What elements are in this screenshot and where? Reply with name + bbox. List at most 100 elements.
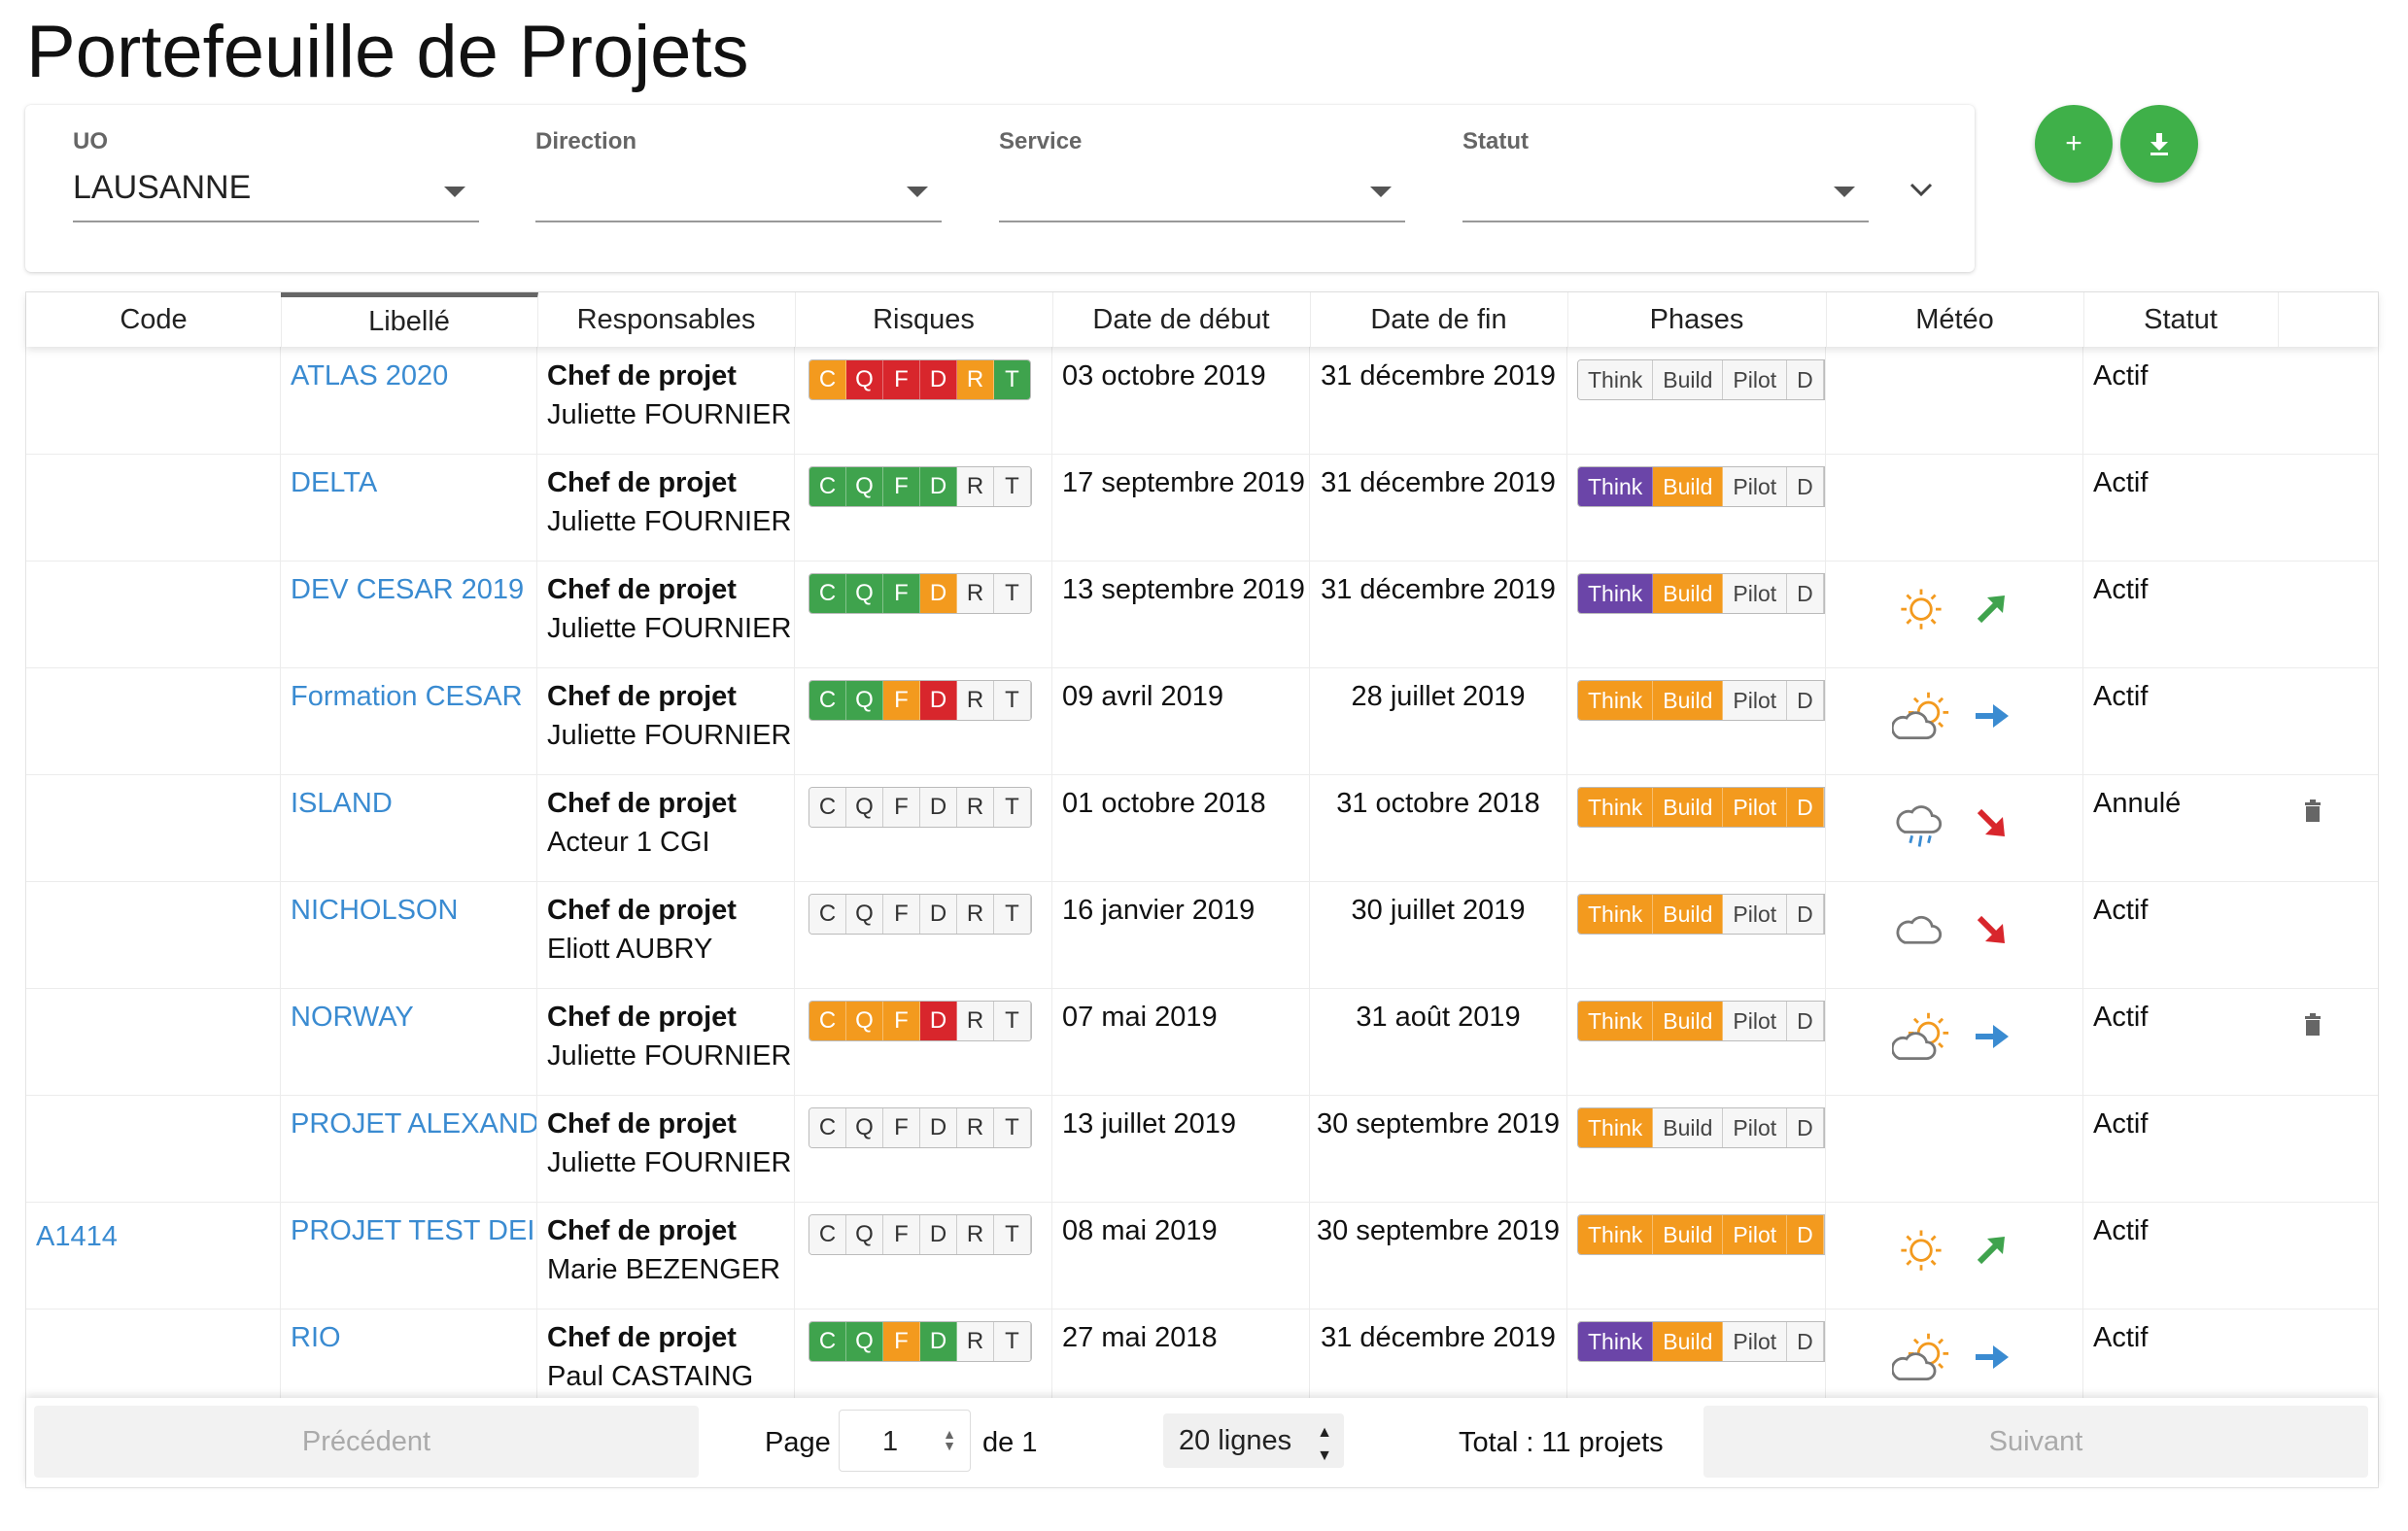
caret-down-icon[interactable] <box>444 187 465 197</box>
column-header-libelle[interactable]: Libellé <box>281 292 538 347</box>
table-row[interactable]: NORWAY Chef de projet Juliette FOURNIER C Q F… <box>26 988 2378 1096</box>
responsable-name: Acteur 1 CGI <box>547 827 710 858</box>
phase-badge: Pilot <box>1723 467 1788 506</box>
risk-badge: T <box>994 895 1031 934</box>
phase-badge: Pilot <box>1723 1108 1788 1147</box>
download-button[interactable] <box>2120 105 2198 183</box>
risk-badge: C <box>809 574 846 613</box>
end-date: 28 juillet 2019 <box>1351 681 1526 712</box>
column-header-date-debut[interactable]: Date de début <box>1052 292 1311 347</box>
project-name-link[interactable]: PROJET TEST DEIN <box>291 1215 537 1246</box>
pagination-bar: Précédent Page 1 ▲ ▼ de 1 20 lignes ▲ ▼ To… <box>26 1398 2378 1487</box>
filter-label: Direction <box>535 128 637 154</box>
phase-badges: Think Build Pilot D <box>1577 894 1825 935</box>
status-text: Actif <box>2093 574 2149 605</box>
phase-badge: Think <box>1578 574 1654 613</box>
project-name-link[interactable]: ATLAS 2020 <box>291 360 449 391</box>
phase-badge: Pilot <box>1723 1002 1788 1040</box>
table-row[interactable]: DELTA Chef de projet Juliette FOURNIER C Q F D… <box>26 454 2378 561</box>
previous-button[interactable]: Précédent <box>34 1406 699 1478</box>
caret-down-icon[interactable] <box>1370 187 1392 197</box>
caret-down-icon[interactable] <box>907 187 928 197</box>
responsable-role: Chef de projet <box>547 1002 737 1033</box>
column-header-meteo[interactable]: Météo <box>1826 292 2084 347</box>
risk-badge: R <box>957 788 994 827</box>
phase-badge: Think <box>1578 788 1654 827</box>
table-row[interactable]: PROJET ALEXANDI Chef de projet Juliette FO… <box>26 1095 2378 1203</box>
trend-down-arrow-icon <box>1972 803 2011 842</box>
risk-badge: Q <box>846 1322 883 1361</box>
rain-cloud-icon <box>1892 796 1950 854</box>
project-name-link[interactable]: ISLAND <box>291 788 393 819</box>
table-row[interactable]: ISLAND Chef de projet Acteur 1 CGI C Q F D R T 01… <box>26 774 2378 882</box>
risk-badge: D <box>920 1215 957 1254</box>
project-name-link[interactable]: NORWAY <box>291 1002 414 1033</box>
page-number-input[interactable]: 1 ▲ ▼ <box>839 1410 971 1472</box>
risk-badge: F <box>883 1108 920 1147</box>
next-button[interactable]: Suivant <box>1703 1406 2368 1478</box>
project-name-link[interactable]: DEV CESAR 2019 <box>291 574 525 605</box>
project-name-link[interactable]: NICHOLSON <box>291 895 459 926</box>
phase-badge: D <box>1787 467 1824 506</box>
risk-badge: R <box>957 574 994 613</box>
start-date: 07 mai 2019 <box>1062 1002 1218 1033</box>
stepper-icon[interactable]: ▲ ▼ <box>943 1426 956 1453</box>
project-name-link[interactable]: Formation CESAR <box>291 681 523 712</box>
risk-badge: D <box>920 360 957 399</box>
sun-icon <box>1892 582 1950 640</box>
risk-badge: Q <box>846 895 883 934</box>
table-row[interactable]: NICHOLSON Chef de projet Eliott AUBRY C Q F D R… <box>26 881 2378 989</box>
filter-uo[interactable]: UO LAUSANNE <box>73 105 479 272</box>
responsable-name: Marie BEZENGER <box>547 1254 781 1285</box>
trash-icon[interactable] <box>2303 800 2322 823</box>
responsable-role: Chef de projet <box>547 574 737 605</box>
column-header-code[interactable]: Code <box>26 292 282 347</box>
filter-service[interactable]: Service <box>999 105 1405 272</box>
table-row[interactable]: Formation CESAR Chef de projet Juliette FO… <box>26 667 2378 775</box>
column-header-date-fin[interactable]: Date de fin <box>1310 292 1568 347</box>
phase-badges: Think Build Pilot D <box>1577 1321 1825 1362</box>
phase-badges: Think Build Pilot D <box>1577 466 1825 507</box>
caret-down-icon[interactable] <box>1834 187 1855 197</box>
add-project-button[interactable]: + <box>2035 105 2113 183</box>
rows-per-page-value: 20 lignes <box>1179 1425 1292 1456</box>
project-code-link[interactable]: A1414 <box>36 1221 118 1252</box>
filter-statut[interactable]: Statut <box>1462 105 1869 272</box>
project-name-link[interactable]: RIO <box>291 1322 341 1353</box>
phase-badge: Build <box>1653 574 1724 613</box>
responsable-name: Juliette FOURNIER <box>547 613 792 644</box>
responsable-name: Juliette FOURNIER <box>547 720 792 751</box>
end-date: 30 juillet 2019 <box>1351 895 1526 926</box>
responsable-role: Chef de projet <box>547 1215 737 1246</box>
filter-direction[interactable]: Direction <box>535 105 942 272</box>
column-header-phases[interactable]: Phases <box>1567 292 1827 347</box>
responsable-role: Chef de projet <box>547 788 737 819</box>
start-date: 13 juillet 2019 <box>1062 1108 1236 1140</box>
filter-label: Service <box>999 128 1083 154</box>
table-row[interactable]: DEV CESAR 2019 Chef de projet Juliette FOU… <box>26 561 2378 668</box>
status-text: Actif <box>2093 1215 2149 1246</box>
risk-badge: Q <box>846 1108 883 1147</box>
trash-icon[interactable] <box>2303 1013 2322 1037</box>
table-row[interactable]: ATLAS 2020 Chef de projet Juliette FOURNIE… <box>26 347 2378 455</box>
start-date: 13 septembre 2019 <box>1062 574 1305 605</box>
risk-badge: R <box>957 1322 994 1361</box>
rows-per-page-select[interactable]: 20 lignes ▲ ▼ <box>1163 1413 1344 1468</box>
risk-badge: F <box>883 788 920 827</box>
responsable-role: Chef de projet <box>547 1322 737 1353</box>
phase-badge: Pilot <box>1723 1322 1788 1361</box>
phase-badge: Pilot <box>1723 681 1788 720</box>
project-name-link[interactable]: PROJET ALEXANDI <box>291 1108 537 1140</box>
table-row[interactable]: RIO Chef de projet Paul CASTAING C Q F D R T 27 m… <box>26 1309 2378 1398</box>
project-name-link[interactable]: DELTA <box>291 467 378 498</box>
phase-badge: D <box>1787 1002 1824 1040</box>
trend-right-arrow-icon <box>1972 697 2011 735</box>
table-row[interactable]: A1414 PROJET TEST DEIN Chef de projet Marie… <box>26 1202 2378 1310</box>
column-header-risques[interactable]: Risques <box>795 292 1053 347</box>
column-header-responsables[interactable]: Responsables <box>537 292 796 347</box>
trend-up-arrow-icon <box>1972 590 2011 629</box>
chevron-down-icon[interactable] <box>1907 175 1936 204</box>
column-header-statut[interactable]: Statut <box>2083 292 2279 347</box>
status-text: Actif <box>2093 1322 2149 1353</box>
